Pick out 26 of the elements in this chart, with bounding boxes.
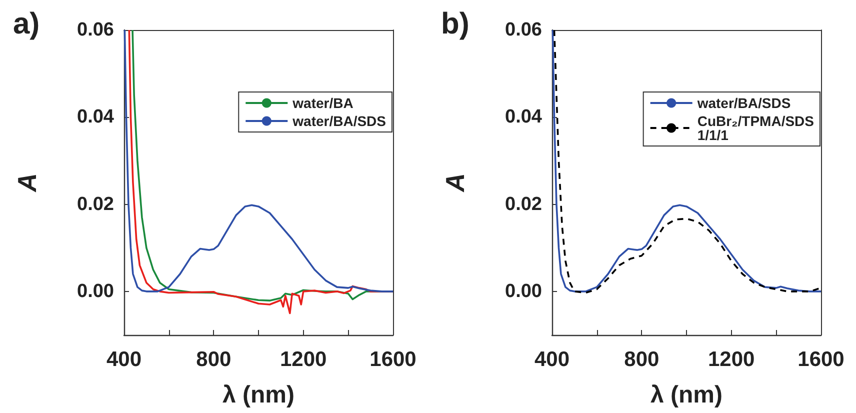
x-tick-label: 1200	[708, 348, 755, 371]
y-tick-label: 0.06	[505, 20, 542, 40]
y-axis-title: A	[12, 173, 42, 193]
x-axis-title: λ (nm)	[650, 382, 722, 408]
y-tick-label: 0.04	[505, 106, 542, 128]
x-tick-label: 1600	[370, 348, 416, 371]
legend-label: water/BA/SDS	[292, 113, 386, 129]
y-tick-label: 0.06	[77, 20, 114, 40]
x-tick-label: 800	[624, 348, 660, 371]
x-tick-label: 400	[534, 348, 570, 371]
y-tick-label: 0.02	[77, 194, 114, 215]
x-tick-label: 800	[196, 348, 232, 371]
chart-title: b)	[441, 8, 470, 40]
x-tick-label: 1600	[798, 348, 844, 371]
y-tick-label: 0.02	[505, 194, 542, 215]
x-tick-label: 400	[106, 348, 142, 371]
legend-label: water/BA	[292, 95, 354, 111]
x-tick-label: 1200	[280, 348, 327, 371]
y-tick-label: 0.00	[77, 280, 114, 302]
legend-label: water/BA/SDS	[696, 95, 791, 111]
y-axis-title: A	[440, 173, 470, 193]
legend-label: CuBr₂/TPMA/SDS 1/1/1	[697, 113, 814, 143]
y-tick-label: 0.00	[505, 280, 542, 302]
y-tick-label: 0.04	[77, 106, 114, 128]
chart-title: a)	[13, 8, 40, 40]
x-axis-title: λ (nm)	[222, 382, 294, 408]
